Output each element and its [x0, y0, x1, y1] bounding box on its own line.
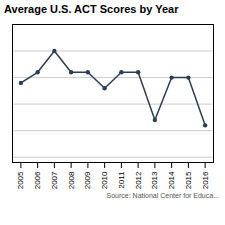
- svg-text:2016: 2016: [201, 171, 210, 189]
- html-text:Average U.S. ACT Scores by Yea: Average U.S. ACT Scores by Year: [4, 3, 179, 15]
- svg-text:2008: 2008: [67, 171, 76, 189]
- html-text:Source: National Center for Ed: Source: National Center for Educa...: [106, 192, 219, 199]
- svg-text:2013: 2013: [150, 171, 159, 189]
- svg-text:2005: 2005: [16, 171, 25, 189]
- svg-text:2012: 2012: [134, 171, 143, 189]
- svg-text:2006: 2006: [33, 171, 42, 189]
- svg-text:2011: 2011: [117, 171, 126, 189]
- svg-text:2014: 2014: [167, 171, 176, 189]
- svg-text:2010: 2010: [100, 171, 109, 189]
- svg-text:2009: 2009: [83, 171, 92, 189]
- svg-text:2007: 2007: [50, 171, 59, 189]
- svg-text:2015: 2015: [184, 171, 193, 189]
